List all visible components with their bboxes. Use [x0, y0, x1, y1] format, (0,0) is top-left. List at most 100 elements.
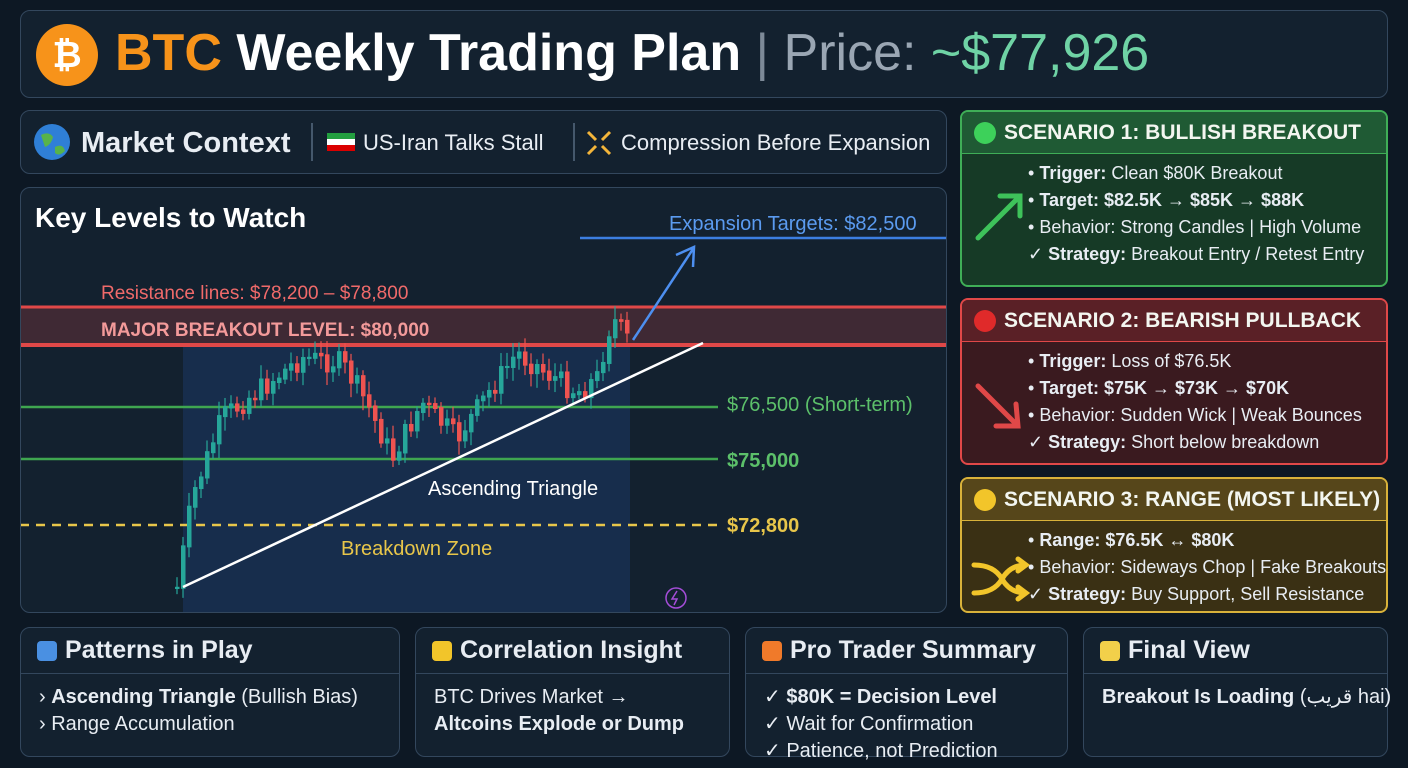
title: BTC Weekly Trading Plan | Price: ~$77,92…: [115, 23, 1149, 83]
line: • Behavior: Sideways Chop | Fake Breakou…: [1028, 554, 1386, 581]
line: • Behavior: Sudden Wick | Weak Bounces: [1028, 402, 1362, 429]
card-title: Pro Trader Summary: [790, 636, 1036, 664]
candle-body: [258, 378, 263, 400]
line-text: (قریب hai): [1299, 686, 1392, 708]
header: ₿ BTC Weekly Trading Plan | Price: ~$77,…: [20, 10, 1388, 98]
summary-card: Pro Trader Summary ✓ $80K = Decision Leve…: [745, 627, 1068, 762]
line: ✓ Wait for Confirmation: [746, 711, 1067, 738]
candle-body: [420, 402, 425, 413]
scenario-card: SCENARIO 1: BULLISH BREAKOUT • Trigger: C…: [960, 110, 1388, 287]
candle-body: [408, 423, 413, 431]
candle-body: [294, 362, 299, 373]
bullet: •: [1028, 557, 1040, 577]
candle-body: [402, 423, 407, 453]
price: ~$77,926: [930, 24, 1150, 82]
candle-body: [174, 586, 179, 589]
bullet: ›: [39, 686, 52, 708]
line-text: (Bullish Bias): [241, 686, 358, 708]
bullet: ✓: [764, 686, 787, 708]
candle-body: [300, 356, 305, 373]
card-icon: [432, 640, 452, 661]
card-body: Breakout Is Loading (قریب hai): [1084, 674, 1391, 711]
line-label: Strategy:: [1048, 584, 1127, 604]
line-label: Altcoins Explode or Dump: [434, 713, 685, 735]
line: ✓ Strategy: Buy Support, Sell Resistance: [1028, 581, 1386, 608]
line-text: Clean $80K Breakout: [1111, 163, 1283, 183]
candle-body: [624, 319, 629, 334]
candle-body: [246, 397, 251, 414]
status-dot: [974, 121, 996, 144]
candle-body: [528, 363, 533, 374]
card-icon: [1100, 640, 1120, 661]
card-title: Correlation Insight: [460, 636, 683, 664]
candle-body: [288, 362, 293, 371]
line: ✓ Strategy: Breakout Entry / Retest Entr…: [1028, 241, 1364, 268]
card-title: Final View: [1128, 636, 1250, 664]
scenario-icon: [971, 556, 1031, 602]
line-text: Loss of $76.5K: [1111, 351, 1232, 371]
resistance-band: [21, 306, 946, 345]
line: BTC Drives Market →: [416, 684, 729, 711]
candle-body: [588, 378, 593, 398]
candle-body: [522, 350, 527, 366]
candle-body: [492, 389, 497, 394]
scenario-title: SCENARIO 1: BULLISH BREAKOUT: [1004, 120, 1362, 144]
scenario-title: SCENARIO 3: RANGE (MOST LIKELY): [1004, 487, 1381, 511]
candle-body: [576, 390, 581, 395]
candle-body: [186, 505, 191, 547]
candle-body: [570, 392, 575, 398]
bullet: ›: [39, 713, 52, 735]
separator: |: [755, 24, 770, 82]
price-label: Price:: [783, 24, 917, 82]
compress-icon: [586, 130, 612, 156]
scenario-header: SCENARIO 3: RANGE (MOST LIKELY): [962, 479, 1386, 521]
line-label: Breakout Is Loading: [1102, 686, 1295, 708]
svg-text:₿: ₿: [52, 35, 81, 76]
candle-body: [540, 363, 545, 373]
candle-body: [546, 370, 551, 381]
card-header: Pro Trader Summary: [746, 628, 1067, 674]
line-text: Breakout Entry / Retest Entry: [1131, 244, 1365, 264]
scenario-icon: [975, 193, 1023, 241]
line: Altcoins Explode or Dump: [416, 711, 729, 738]
card-header: Patterns in Play: [21, 628, 399, 674]
line: ✓ $80K = Decision Level: [746, 684, 1067, 711]
bullet: •: [1028, 163, 1040, 183]
line-label: Range: $76.5K ↔ $80K: [1039, 530, 1235, 550]
btc-icon: ₿: [36, 24, 98, 86]
candle-body: [336, 350, 341, 368]
scenario-title: SCENARIO 2: BEARISH PULLBACK: [1004, 308, 1362, 332]
candle-body: [324, 353, 329, 372]
line-text: Behavior: Sudden Wick | Weak Bounces: [1039, 405, 1362, 425]
context-title: Market Context: [81, 127, 291, 159]
bolt-mark: [670, 590, 678, 605]
bullet: •: [1028, 530, 1040, 550]
summary-card: Final View Breakout Is Loading (قریب hai): [1083, 627, 1391, 757]
line: • Range: $76.5K ↔ $80K: [1028, 527, 1386, 554]
candle-body: [228, 402, 233, 408]
candle-body: [372, 404, 377, 421]
candle-body: [444, 417, 449, 426]
line-label: $80K = Decision Level: [786, 686, 997, 708]
candle-body: [222, 405, 227, 417]
line-label: Trigger:: [1039, 163, 1107, 183]
candle-body: [360, 374, 365, 396]
scenario-card: SCENARIO 3: RANGE (MOST LIKELY) • Range: …: [960, 477, 1388, 613]
candle-body: [348, 360, 353, 384]
candle-body: [600, 361, 605, 373]
line: › Ascending Triangle (Bullish Bias): [21, 684, 399, 711]
scenario-header: SCENARIO 2: BEARISH PULLBACK: [962, 300, 1386, 342]
candle-body: [426, 402, 431, 405]
zone-label: Breakdown Zone: [341, 538, 492, 560]
candle-body: [516, 350, 521, 359]
candle-body: [510, 356, 515, 368]
bullet: •: [1028, 378, 1040, 398]
line-text: Range Accumulation: [51, 713, 235, 735]
bolt-icon: [664, 586, 687, 609]
bullet: •: [1028, 190, 1040, 210]
line-label: Ascending Triangle: [51, 686, 236, 708]
breakout-arrow: [631, 244, 695, 341]
candle-body: [204, 450, 209, 478]
line: • Target: $82.5K → $85K → $88K: [1028, 187, 1364, 214]
